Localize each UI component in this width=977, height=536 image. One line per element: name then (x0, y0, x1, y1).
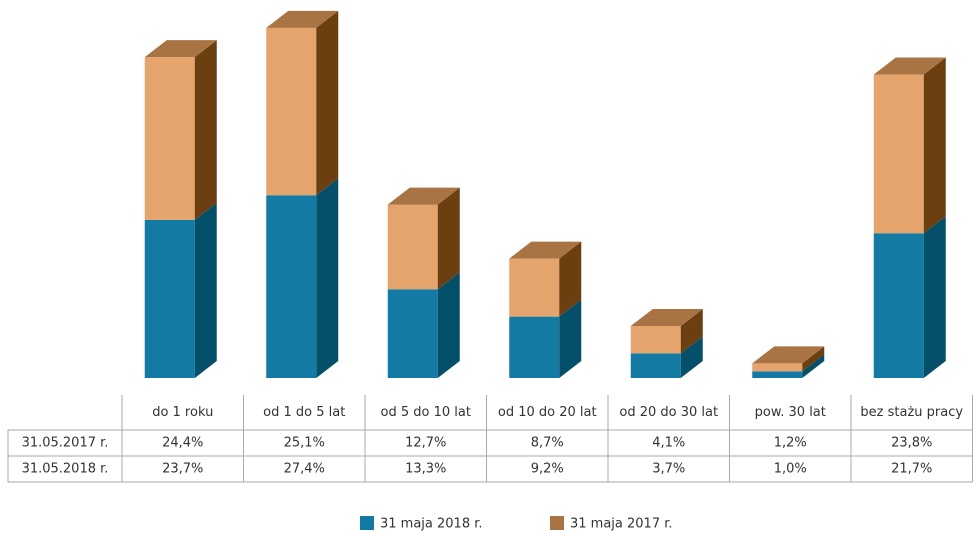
bar-side (437, 272, 460, 378)
bar-segment (387, 204, 438, 290)
bar-side (923, 216, 946, 378)
table-value: 1,0% (774, 462, 807, 477)
bar-segment (873, 233, 924, 378)
table-value: 12,7% (405, 436, 446, 451)
table-value: 24,4% (162, 436, 203, 451)
table-value: 1,2% (774, 436, 807, 451)
category-label: od 5 do 10 lat (381, 405, 471, 420)
table-value: 13,3% (405, 462, 446, 477)
bar-segment (144, 57, 195, 220)
table-value: 4,1% (652, 436, 685, 451)
bar-side (559, 299, 582, 378)
bar-segment (752, 371, 803, 378)
bar-segment (873, 74, 924, 234)
bar-side (437, 187, 460, 290)
bar-top (752, 346, 825, 364)
table-value: 27,4% (284, 462, 325, 477)
bar-top (509, 241, 582, 259)
bar-top (144, 40, 217, 58)
row-label: 31.05.2018 r. (22, 462, 109, 477)
bar-side (194, 40, 217, 220)
bar-side (802, 354, 825, 378)
row-label: 31.05.2017 r. (22, 436, 109, 451)
category-label: od 1 do 5 lat (263, 405, 345, 420)
bar-side (316, 178, 339, 378)
bar-side (680, 336, 703, 378)
category-label: do 1 roku (152, 405, 213, 420)
category-label: od 10 do 20 lat (498, 405, 597, 420)
legend-label: 31 maja 2017 r. (570, 517, 673, 532)
table-value: 23,8% (891, 436, 932, 451)
bar-segment (509, 258, 560, 317)
bar-side (559, 241, 582, 317)
bar-segment (266, 195, 317, 378)
bar-top (630, 308, 703, 326)
table-value: 21,7% (891, 462, 932, 477)
category-label: bez stażu pracy (860, 405, 963, 420)
legend-swatch (550, 516, 564, 530)
table-value: 8,7% (531, 436, 564, 451)
bar-side (802, 346, 825, 372)
bar-segment (752, 363, 803, 372)
bar-segment (630, 325, 681, 354)
bar-segment (144, 219, 195, 378)
bar-segment (387, 289, 438, 378)
table-value: 23,7% (162, 462, 203, 477)
table-value: 25,1% (284, 436, 325, 451)
bar-segment (509, 316, 560, 378)
bar-top (873, 57, 946, 75)
bar-segment (266, 27, 317, 196)
category-label: pow. 30 lat (755, 405, 826, 420)
table-value: 9,2% (531, 462, 564, 477)
category-label: od 20 do 30 lat (619, 405, 718, 420)
table-value: 3,7% (652, 462, 685, 477)
bar-segment (630, 353, 681, 378)
bar-top (387, 187, 460, 205)
bar-side (194, 202, 217, 378)
legend-swatch (360, 516, 374, 530)
bar-side (680, 308, 703, 354)
bar-side (923, 57, 946, 234)
legend-label: 31 maja 2018 r. (380, 517, 483, 532)
bar-top (266, 10, 339, 28)
bar-side (316, 10, 339, 196)
